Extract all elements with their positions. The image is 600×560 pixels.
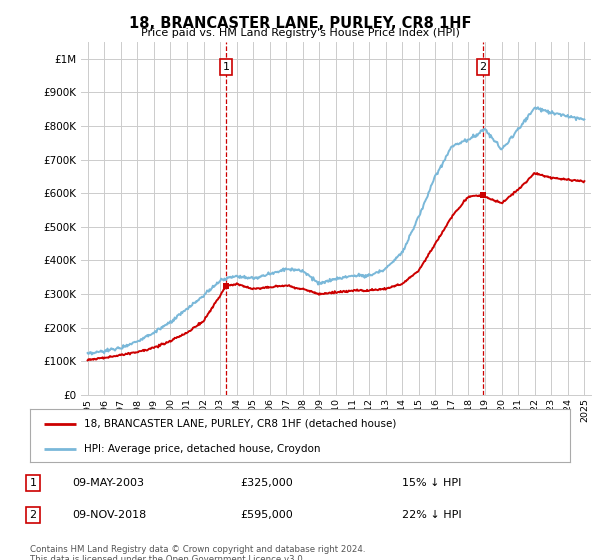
Text: 1: 1: [29, 478, 37, 488]
Text: 18, BRANCASTER LANE, PURLEY, CR8 1HF: 18, BRANCASTER LANE, PURLEY, CR8 1HF: [129, 16, 471, 31]
Text: Price paid vs. HM Land Registry's House Price Index (HPI): Price paid vs. HM Land Registry's House …: [140, 28, 460, 38]
Text: 09-MAY-2003: 09-MAY-2003: [72, 478, 144, 488]
Text: Contains HM Land Registry data © Crown copyright and database right 2024.
This d: Contains HM Land Registry data © Crown c…: [30, 545, 365, 560]
Text: £595,000: £595,000: [240, 510, 293, 520]
Text: 18, BRANCASTER LANE, PURLEY, CR8 1HF (detached house): 18, BRANCASTER LANE, PURLEY, CR8 1HF (de…: [84, 419, 397, 429]
Text: HPI: Average price, detached house, Croydon: HPI: Average price, detached house, Croy…: [84, 444, 320, 454]
Text: 22% ↓ HPI: 22% ↓ HPI: [402, 510, 461, 520]
Text: 2: 2: [29, 510, 37, 520]
Text: 1: 1: [223, 62, 230, 72]
Text: 09-NOV-2018: 09-NOV-2018: [72, 510, 146, 520]
Text: £325,000: £325,000: [240, 478, 293, 488]
Text: 15% ↓ HPI: 15% ↓ HPI: [402, 478, 461, 488]
Text: 2: 2: [479, 62, 487, 72]
